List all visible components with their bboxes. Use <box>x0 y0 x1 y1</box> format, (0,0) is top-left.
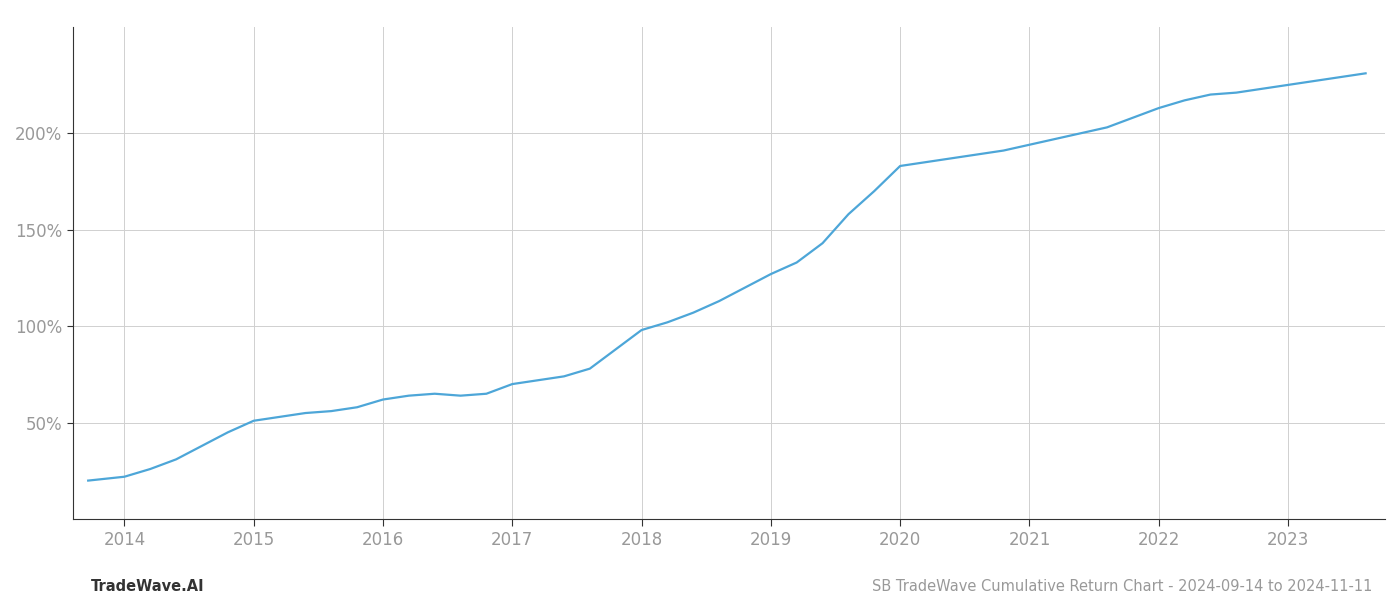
Text: SB TradeWave Cumulative Return Chart - 2024-09-14 to 2024-11-11: SB TradeWave Cumulative Return Chart - 2… <box>872 579 1372 594</box>
Text: TradeWave.AI: TradeWave.AI <box>91 579 204 594</box>
